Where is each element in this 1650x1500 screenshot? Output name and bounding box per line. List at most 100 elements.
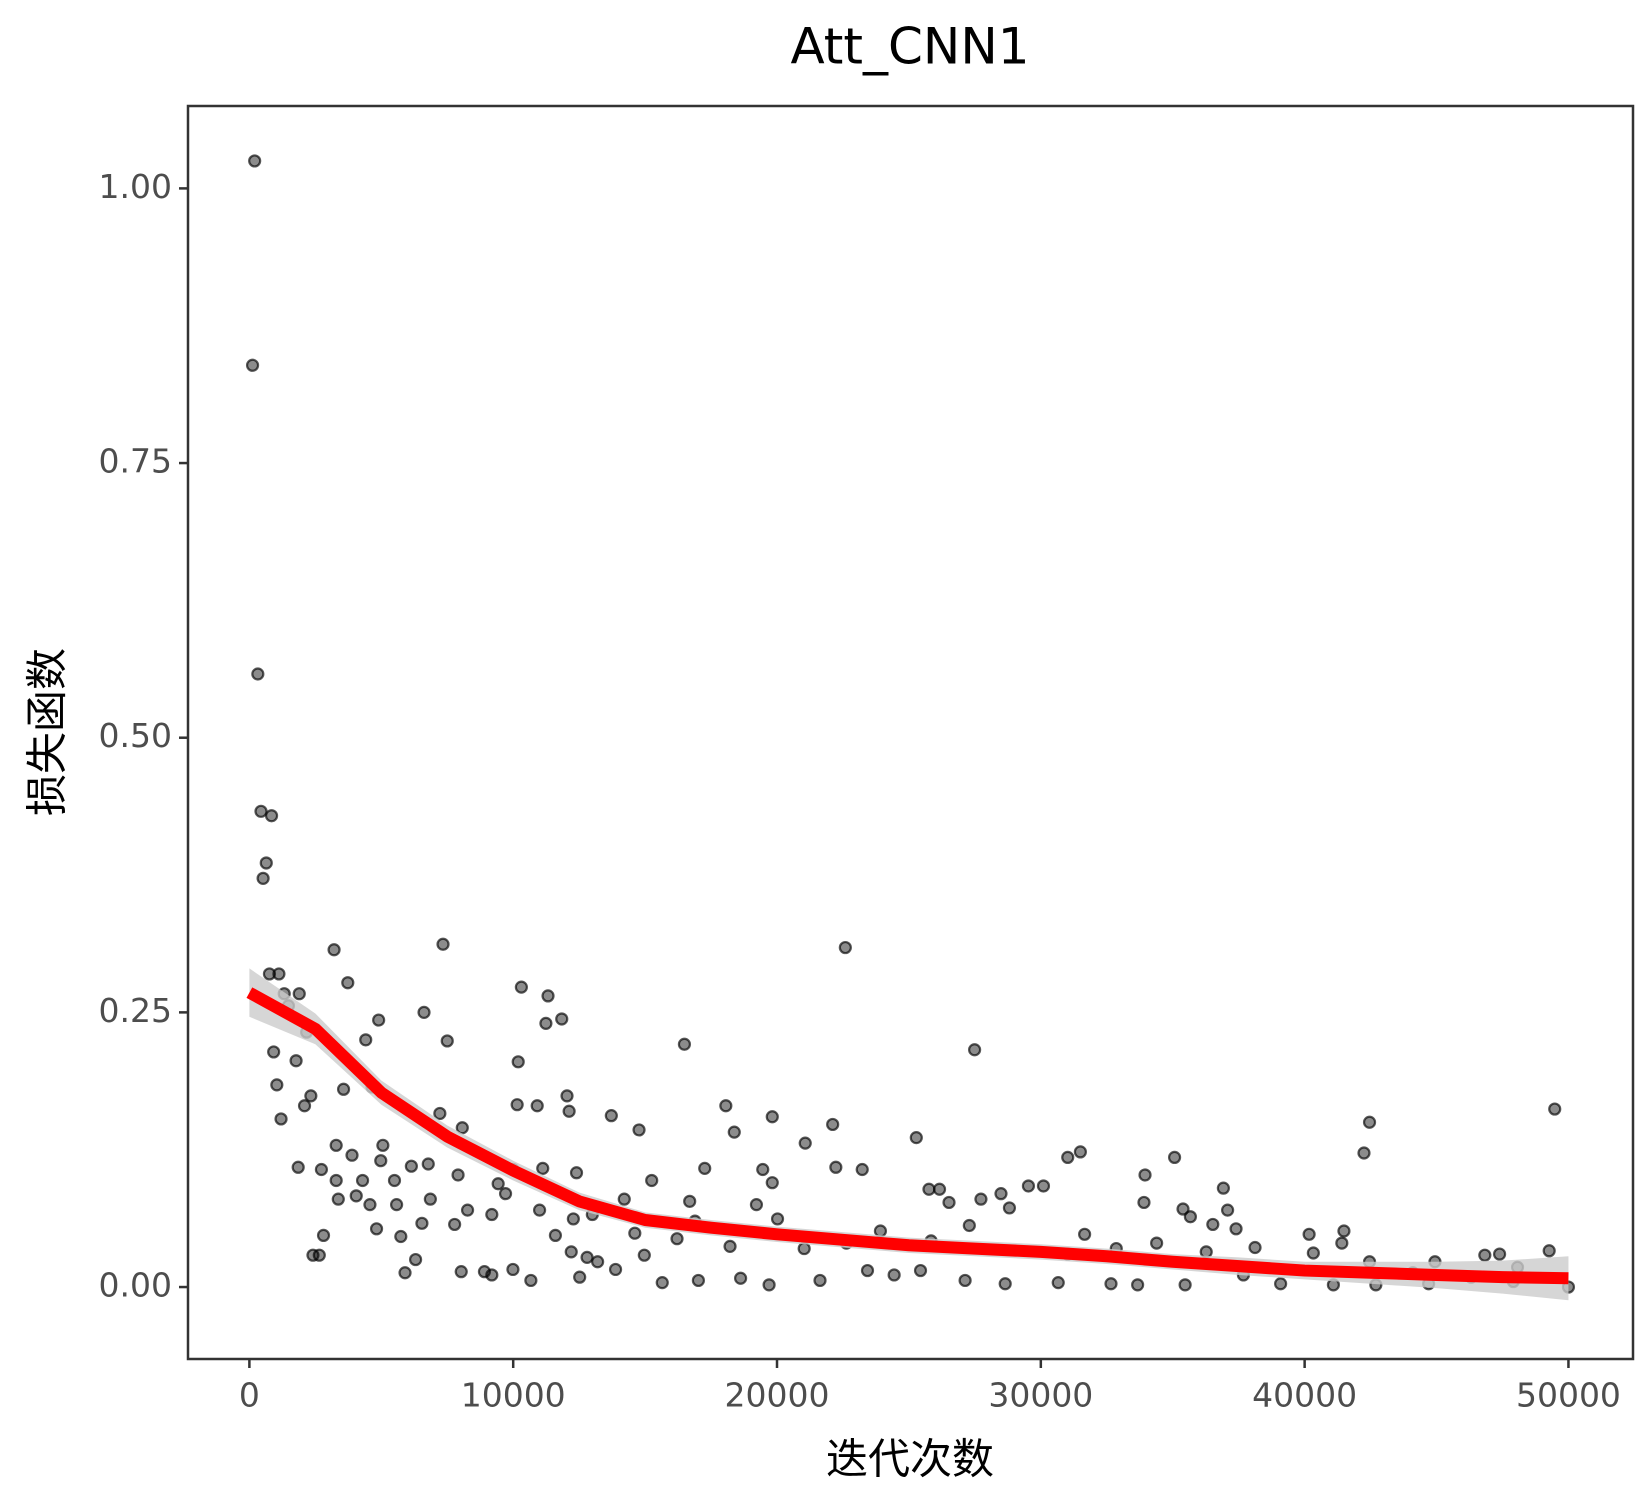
point bbox=[421, 1157, 435, 1171]
point bbox=[608, 1262, 623, 1277]
point bbox=[272, 967, 286, 981]
point bbox=[873, 1224, 888, 1238]
point bbox=[436, 937, 450, 951]
point bbox=[376, 1138, 390, 1152]
point bbox=[968, 1043, 982, 1057]
point bbox=[1021, 1179, 1036, 1193]
point bbox=[1492, 1247, 1507, 1261]
point bbox=[514, 980, 528, 994]
point bbox=[1357, 1146, 1371, 1160]
point bbox=[454, 1265, 468, 1279]
point bbox=[404, 1159, 418, 1173]
x-axis-label: 迭代次数 bbox=[826, 1435, 994, 1484]
point bbox=[248, 154, 262, 168]
point bbox=[541, 989, 555, 1003]
point bbox=[1216, 1181, 1230, 1195]
x-tick-label: 40000 bbox=[1252, 1376, 1357, 1415]
point bbox=[1150, 1236, 1164, 1250]
point bbox=[756, 1162, 770, 1177]
point bbox=[1362, 1115, 1377, 1129]
point bbox=[719, 1099, 733, 1113]
point bbox=[962, 1218, 976, 1233]
point bbox=[723, 1239, 737, 1253]
point bbox=[389, 1198, 404, 1212]
point bbox=[645, 1173, 659, 1188]
point bbox=[1002, 1201, 1017, 1215]
point bbox=[727, 1125, 741, 1139]
point bbox=[670, 1232, 684, 1246]
smooth-line bbox=[246, 987, 1569, 1285]
point bbox=[569, 1166, 584, 1180]
point bbox=[314, 1162, 329, 1177]
point bbox=[1206, 1217, 1220, 1232]
point bbox=[1138, 1168, 1152, 1182]
point bbox=[632, 1123, 646, 1137]
point bbox=[1548, 1102, 1562, 1116]
point bbox=[1078, 1227, 1092, 1241]
point bbox=[913, 1263, 928, 1278]
point bbox=[655, 1276, 669, 1290]
y-tick-label: 0.75 bbox=[99, 442, 172, 481]
point bbox=[331, 1192, 345, 1206]
point bbox=[485, 1207, 499, 1222]
point bbox=[591, 1255, 605, 1269]
point bbox=[336, 1082, 351, 1096]
point bbox=[1178, 1278, 1192, 1292]
point bbox=[762, 1278, 776, 1292]
point bbox=[359, 1033, 373, 1047]
x-tick-label: 50000 bbox=[1516, 1376, 1621, 1415]
point bbox=[860, 1263, 875, 1278]
point bbox=[998, 1277, 1012, 1291]
point bbox=[491, 1177, 505, 1191]
point bbox=[394, 1229, 408, 1244]
confidence-band bbox=[249, 968, 1569, 1301]
point bbox=[510, 1098, 524, 1112]
x-tick-label: 0 bbox=[239, 1376, 260, 1415]
point bbox=[573, 1270, 587, 1284]
point bbox=[1229, 1222, 1243, 1236]
point bbox=[245, 358, 260, 372]
point bbox=[683, 1194, 697, 1208]
point bbox=[349, 1189, 363, 1203]
y-axis-label: 损失函数 bbox=[23, 648, 72, 816]
point bbox=[433, 1106, 447, 1121]
point bbox=[448, 1217, 462, 1232]
point bbox=[1274, 1277, 1288, 1291]
chart-title: Att_CNN1 bbox=[790, 18, 1029, 76]
point bbox=[345, 1148, 359, 1162]
point bbox=[628, 1226, 642, 1240]
point bbox=[1337, 1224, 1351, 1238]
point bbox=[1051, 1276, 1065, 1290]
point bbox=[374, 1154, 388, 1168]
point bbox=[524, 1273, 538, 1288]
point bbox=[974, 1192, 988, 1206]
point bbox=[1542, 1244, 1556, 1258]
point bbox=[1036, 1179, 1051, 1193]
point bbox=[677, 1037, 692, 1051]
point bbox=[259, 856, 273, 870]
point bbox=[415, 1216, 429, 1230]
point bbox=[826, 1117, 840, 1132]
point bbox=[498, 1187, 513, 1201]
point bbox=[1137, 1195, 1151, 1210]
point bbox=[539, 1016, 553, 1030]
point bbox=[1478, 1248, 1492, 1262]
point bbox=[932, 1182, 947, 1196]
point bbox=[1302, 1227, 1316, 1241]
point bbox=[1335, 1236, 1349, 1250]
point bbox=[369, 1222, 384, 1236]
point bbox=[637, 1248, 651, 1262]
point bbox=[372, 1013, 386, 1027]
point bbox=[922, 1182, 936, 1196]
point bbox=[267, 1045, 281, 1059]
point bbox=[1073, 1145, 1087, 1159]
point bbox=[355, 1173, 370, 1188]
point bbox=[451, 1168, 465, 1182]
point bbox=[316, 1228, 331, 1243]
point bbox=[734, 1271, 748, 1285]
point bbox=[292, 987, 306, 1001]
point bbox=[617, 1192, 631, 1206]
point bbox=[1183, 1210, 1198, 1224]
point bbox=[566, 1212, 580, 1226]
